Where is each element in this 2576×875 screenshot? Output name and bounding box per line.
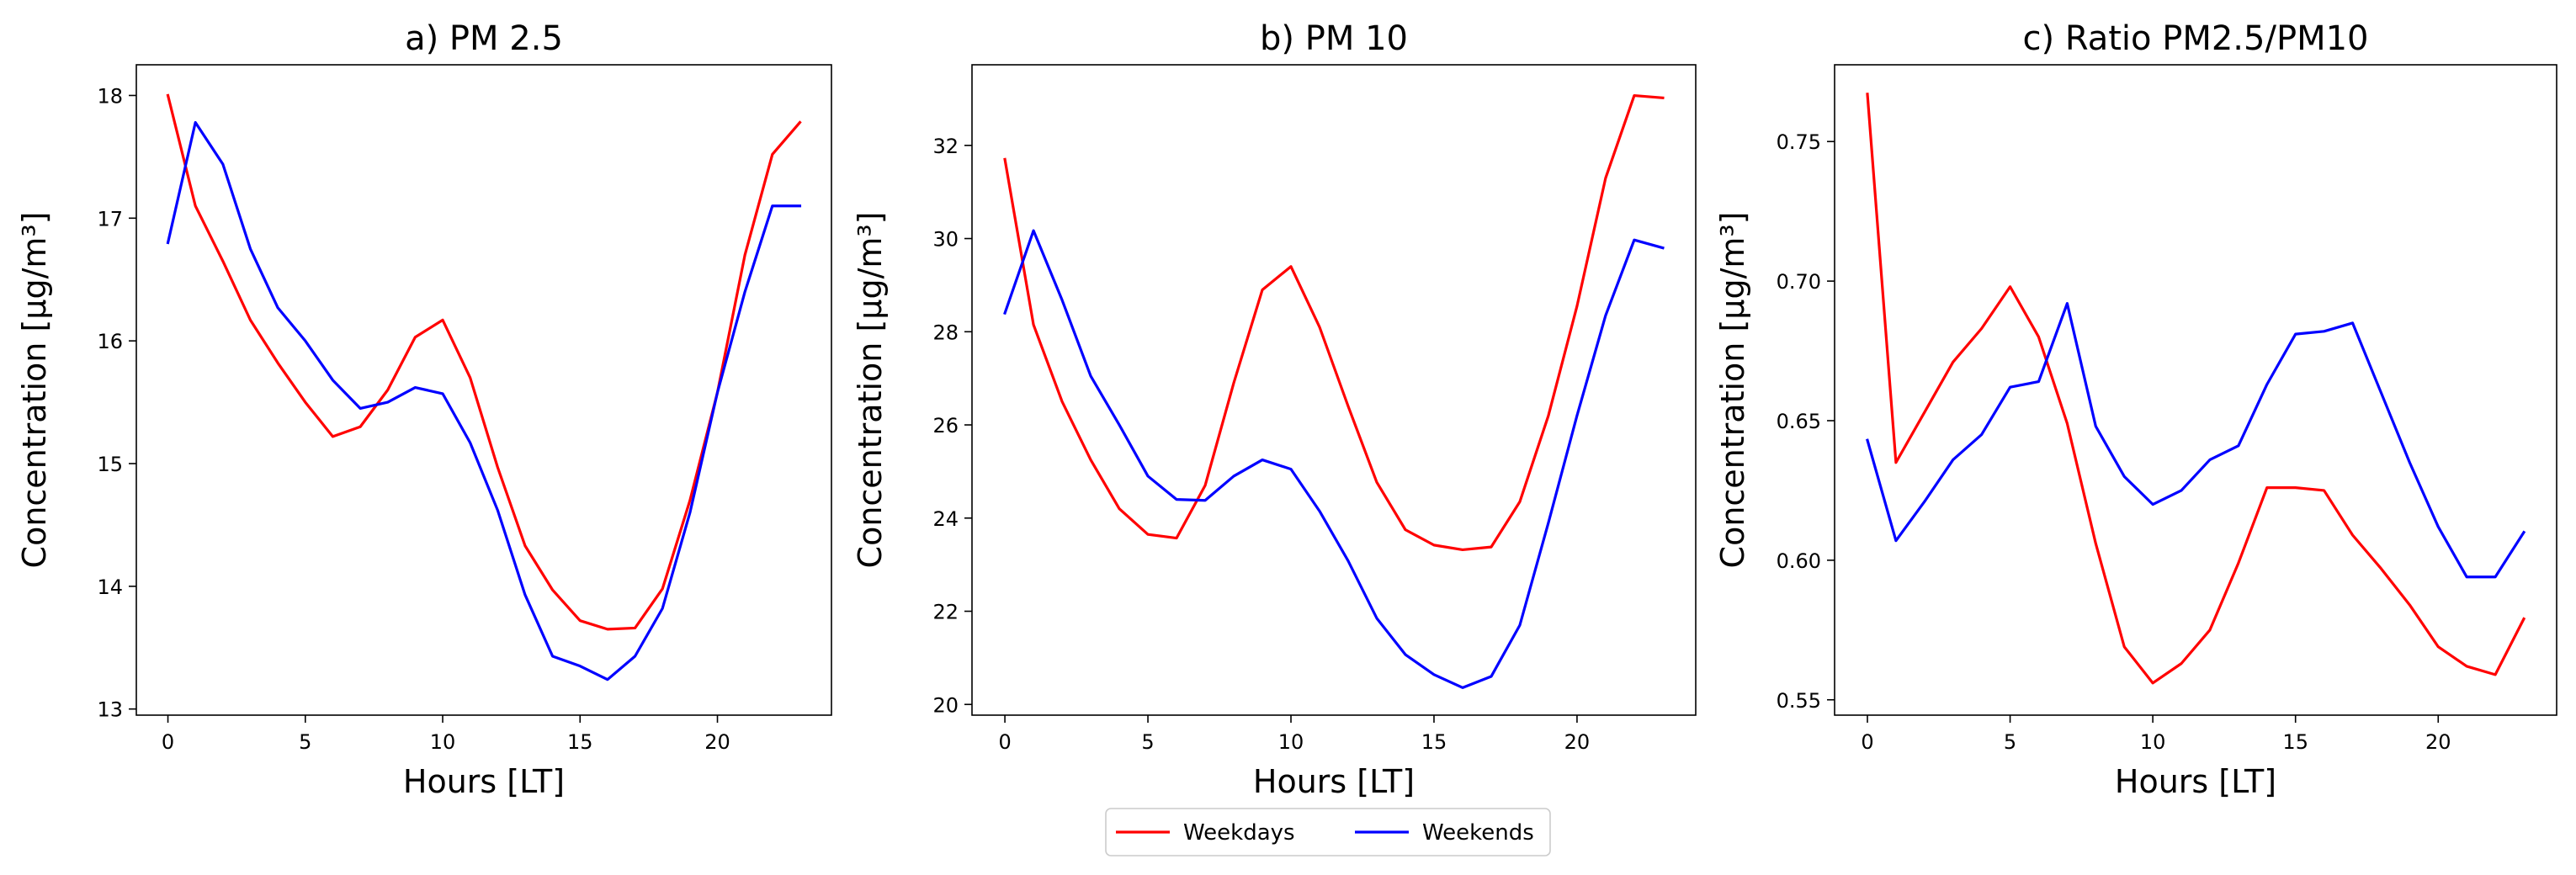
series-lines [166, 93, 802, 681]
chart-panels: 0 5 10 15 20 13 14 15 16 17 18 a) PM 2.5 Hours [LT] C… [16, 19, 2557, 800]
y-tick-label: 17 [97, 207, 123, 231]
chart-panel-2: 0 5 10 15 20 20 22 24 26 28 30 32 b) PM 10 Hours [LT]… [852, 19, 1697, 800]
x-tick-label: 0 [1861, 730, 1873, 754]
x-tick-label: 20 [1564, 730, 1591, 754]
x-tick-label: 10 [2140, 730, 2166, 754]
y-tick-label: 0.65 [1777, 410, 1821, 433]
x-tick-label: 5 [299, 730, 311, 754]
x-tick-label: 0 [162, 730, 174, 754]
legend-label-weekends: Weekends [1422, 820, 1534, 846]
y-tick-label: 13 [97, 698, 123, 722]
x-tick-label: 0 [998, 730, 1011, 754]
series-line-weekends [1003, 229, 1665, 689]
series-lines [1866, 93, 2526, 685]
chart-panel-3: 0 5 10 15 20 0.55 0.60 0.65 0.70 0.75 c) Ratio PM2… [1714, 19, 2557, 800]
x-tick-label: 15 [2282, 730, 2308, 754]
y-axis-title: Concentration [µg/m³] [1714, 212, 1751, 569]
series-line-weekdays [1866, 93, 2526, 685]
x-tick-label: 10 [1278, 730, 1304, 754]
y-axis-title: Concentration [µg/m³] [852, 212, 889, 569]
x-tick-label: 5 [2004, 730, 2016, 754]
x-axis-title: Hours [LT] [403, 763, 565, 800]
x-axis-title: Hours [LT] [1253, 763, 1415, 800]
axes-frame [971, 64, 1697, 716]
chart-panel-1: 0 5 10 15 20 13 14 15 16 17 18 a) PM 2.5 Hours [LT] C… [16, 19, 832, 800]
y-tick-label: 0.55 [1777, 689, 1821, 713]
x-axis-title: Hours [LT] [2115, 763, 2276, 800]
axes-frame [135, 64, 832, 716]
x-tick-label: 5 [1141, 730, 1154, 754]
x-tick-label: 15 [567, 730, 593, 754]
x-tick-label: 20 [2425, 730, 2451, 754]
axes-frame [1834, 64, 2557, 716]
y-tick-label: 18 [97, 84, 123, 108]
y-tick-label: 0.60 [1777, 549, 1821, 573]
panel-title: b) PM 10 [1260, 19, 1408, 58]
legend-box [1105, 808, 1551, 856]
series-line-weekdays [166, 93, 802, 631]
y-tick-label: 28 [932, 321, 959, 344]
x-tick-label: 20 [704, 730, 730, 754]
y-tick-label: 20 [932, 693, 959, 717]
y-tick-label: 32 [932, 135, 959, 158]
y-tick-label: 15 [97, 453, 123, 476]
panel-title: c) Ratio PM2.5/PM10 [2023, 19, 2369, 58]
y-tick-label: 22 [932, 601, 959, 624]
y-tick-label: 30 [932, 228, 959, 252]
x-tick-label: 15 [1421, 730, 1447, 754]
y-tick-label: 16 [97, 330, 123, 353]
series-line-weekends [1866, 302, 2526, 579]
y-tick-label: 14 [97, 575, 123, 599]
legend-label-weekdays: Weekdays [1183, 820, 1295, 846]
panel-title: a) PM 2.5 [405, 19, 563, 58]
y-tick-label: 0.75 [1777, 130, 1821, 154]
x-tick-label: 10 [430, 730, 456, 754]
y-axis-title: Concentration [µg/m³] [16, 212, 53, 569]
y-tick-label: 24 [932, 507, 959, 531]
y-tick-label: 26 [932, 414, 959, 438]
series-line-weekdays [1003, 93, 1665, 552]
figure-legend: Weekdays Weekends [1105, 808, 1551, 856]
series-line-weekends [166, 120, 802, 681]
series-lines [1003, 93, 1665, 689]
y-tick-label: 0.70 [1777, 270, 1821, 294]
